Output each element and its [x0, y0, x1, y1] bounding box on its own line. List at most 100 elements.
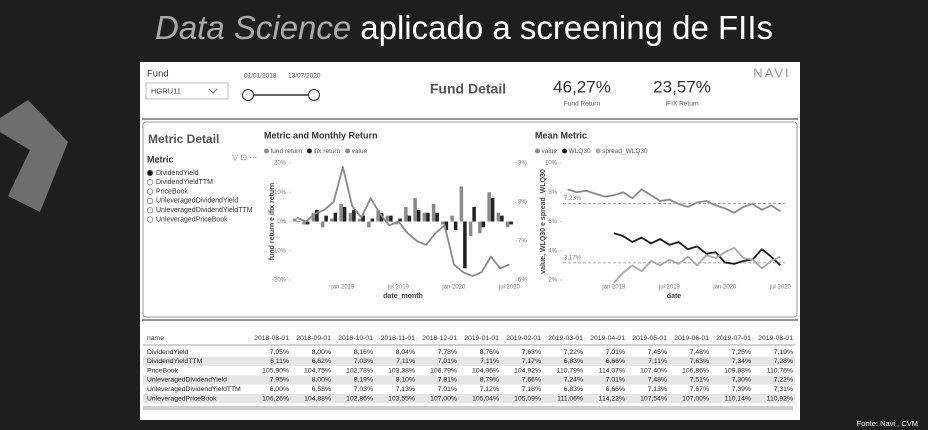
reference-label: 7,23% — [564, 196, 582, 202]
bar — [407, 215, 412, 222]
table-cell: 7,81% — [438, 377, 457, 384]
table-cell: 7,01% — [606, 377, 625, 384]
table-cell: 8,00% — [312, 377, 331, 384]
y-axis-label: fund return e ifix return — [269, 183, 276, 260]
y2-tick-label: 8% — [518, 200, 527, 206]
y-axis-label: value, WLQ30 e spread_WLQ30 — [540, 169, 547, 274]
legend-label: value — [352, 148, 368, 155]
table-cell: 8,10% — [396, 377, 415, 384]
table-cell: 6,66% — [606, 386, 625, 393]
bar — [481, 221, 486, 228]
table-cell: 102,78% — [346, 367, 373, 374]
y-tick-label: -10% — [272, 248, 287, 254]
table-cell: 8,04% — [396, 349, 415, 356]
bar — [370, 218, 375, 222]
radio-button[interactable] — [146, 216, 154, 223]
bar — [330, 218, 334, 222]
legend-label: WLQ30 — [569, 148, 591, 155]
table-cell: 7,95% — [270, 377, 289, 384]
table-cell: 7,48% — [690, 349, 709, 356]
table-cell: 110,79% — [557, 367, 583, 374]
y-tick-label: 10% — [274, 190, 287, 196]
fund-dropdown[interactable] — [145, 82, 229, 100]
slicer-option: DividendYieldTTM — [156, 179, 213, 186]
x-tick-label: jul 2019 — [387, 285, 410, 291]
table-cell: 104,88% — [304, 395, 331, 402]
date-slider-handle[interactable] — [308, 89, 320, 101]
bar — [463, 221, 467, 269]
legend-swatch — [595, 148, 601, 154]
legend-label: ifix return — [313, 148, 340, 155]
table-cell: UnleveragedPriceBook — [147, 395, 217, 402]
table-cell: 8,16% — [354, 349, 373, 356]
column-header: 2019-08-01 — [758, 335, 793, 342]
y2-tick-label: 7% — [518, 239, 527, 245]
table-cell: 7,17% — [522, 358, 541, 365]
row-stripe — [143, 356, 795, 366]
title-rest: aplicado a screening de FIIs — [360, 9, 773, 46]
table-cell: 111,06% — [557, 395, 583, 402]
table-cell: 7,13% — [396, 386, 415, 393]
fund-return-value: 46,27% — [553, 77, 611, 96]
bar — [431, 203, 436, 222]
bar — [472, 206, 476, 222]
data-table: name 2018-08-01 2018-09-01 2018-10-01 2018-1… — [143, 335, 795, 404]
bar — [352, 209, 356, 222]
slide-title: Data Science aplicado a screening de FIIs — [155, 9, 773, 46]
bar — [376, 209, 380, 222]
table-cell: 7,22% — [564, 349, 583, 356]
source-note: Fonte: Navi , CVM — [857, 419, 918, 428]
table-cell: 7,45% — [648, 349, 667, 356]
radio-button[interactable] — [146, 179, 154, 186]
metric-panel-title: Metric Detail — [148, 132, 219, 146]
table-cell: 6,00% — [270, 386, 289, 393]
legend-swatch — [535, 148, 540, 154]
table-cell: 107,40% — [640, 367, 667, 374]
logo: NAVI — [753, 65, 790, 80]
radio-button[interactable] — [146, 197, 154, 205]
table-cell: 6,66% — [606, 358, 625, 365]
radio-button[interactable] — [146, 207, 154, 214]
ifix-return-value: 23,57% — [653, 77, 711, 96]
table-cell: 7,63% — [690, 358, 709, 365]
y2-tick-label: 9% — [518, 161, 527, 167]
column-header: 2019-01-01 — [464, 335, 499, 342]
table-cell: 7,18% — [522, 386, 541, 393]
fund-dropdown-value: HGRU11 — [151, 86, 181, 95]
bar — [490, 198, 495, 222]
bar — [339, 203, 343, 222]
x-axis-label: date_month — [383, 293, 423, 300]
metric-slicer: DividendYield DividendYieldTTM PriceBook Un… — [146, 169, 253, 223]
bar — [413, 198, 417, 222]
column-header: 2019-04-01 — [590, 335, 625, 342]
table-cell: 6,83% — [564, 386, 583, 393]
table-cell: 6,11% — [270, 358, 289, 365]
table-cell: DividendYield — [147, 349, 189, 356]
radio-button[interactable] — [146, 169, 154, 177]
table-cell: 110,14% — [725, 395, 751, 402]
legend-label: spread_WLQ30 — [602, 148, 648, 155]
bar — [320, 221, 325, 228]
title-italic: Data Science — [155, 9, 351, 46]
y-tick-label: 6% — [548, 219, 557, 225]
column-header: 2018-12-01 — [422, 335, 457, 342]
table-cell: 107,54% — [640, 395, 667, 402]
radio-button[interactable] — [146, 188, 154, 195]
bar — [453, 221, 458, 231]
date-start: 01/01/2018 — [244, 73, 277, 80]
legend-label: value — [542, 148, 558, 155]
fund-return-label: Fund Return — [564, 101, 601, 108]
chart-title: Metric and Monthly Return — [264, 130, 378, 140]
fund-label: Fund — [147, 69, 169, 80]
table-cell: 6,62% — [312, 358, 331, 365]
table-scrollbar[interactable] — [143, 406, 793, 410]
slicer-option: UnleveragedDividendYield — [156, 198, 238, 205]
column-header: 2019-07-01 — [716, 335, 751, 342]
bar — [496, 212, 501, 222]
table-cell: 7,30% — [732, 377, 751, 384]
table-cell: 103,38% — [388, 367, 415, 374]
table-cell: 106,26% — [262, 395, 289, 402]
table-cell: 7,11% — [396, 358, 415, 365]
date-slider-handle[interactable] — [242, 89, 254, 101]
